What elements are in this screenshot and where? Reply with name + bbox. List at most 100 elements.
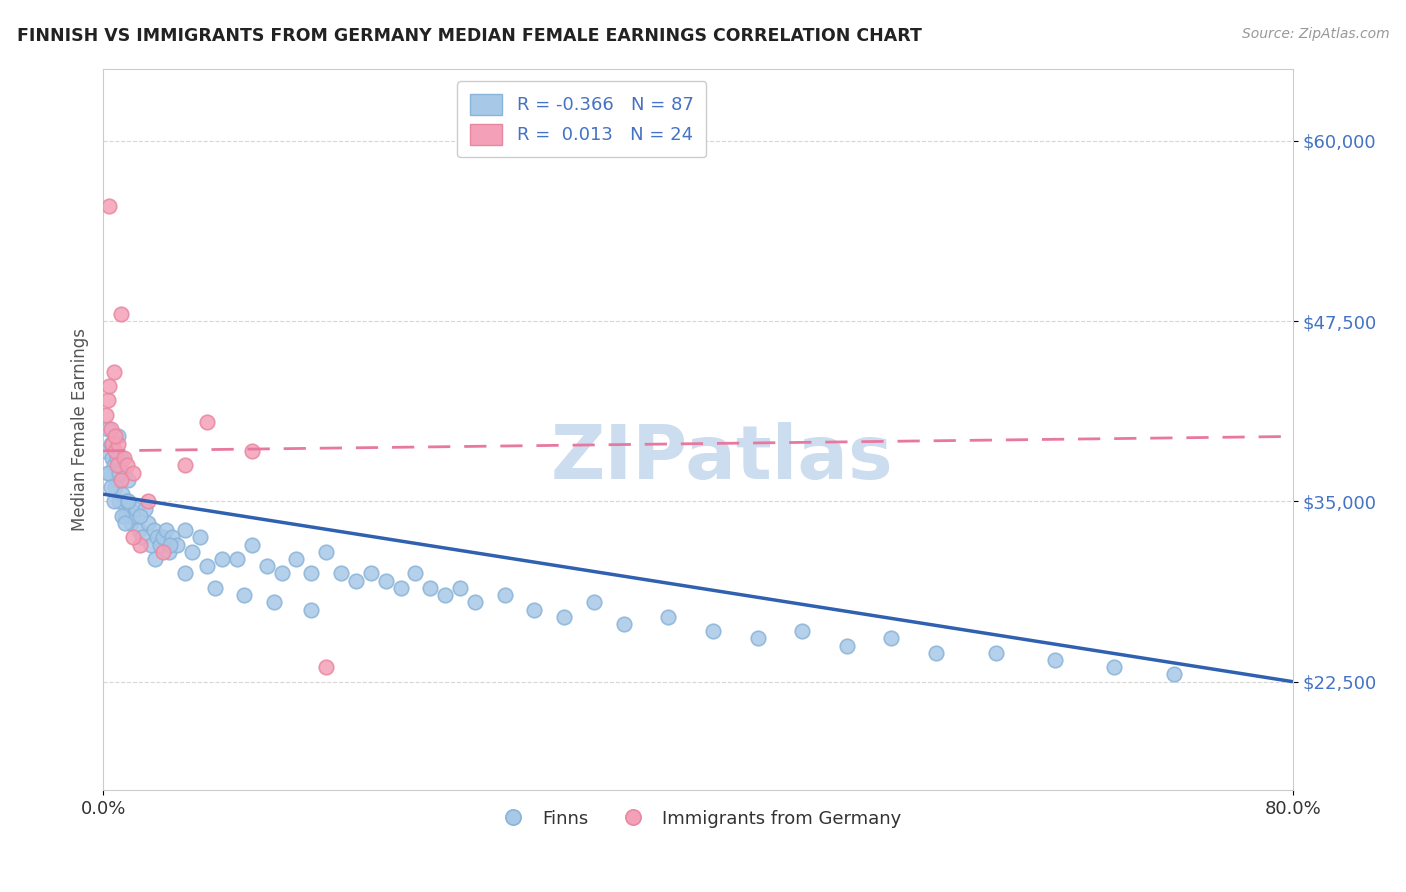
Point bbox=[98, 466, 121, 480]
Point bbox=[94, 443, 117, 458]
Point bbox=[434, 588, 457, 602]
Point bbox=[256, 559, 278, 574]
Point bbox=[149, 538, 172, 552]
Point bbox=[330, 566, 353, 581]
Point bbox=[104, 443, 127, 458]
Point bbox=[142, 523, 165, 537]
Point bbox=[263, 595, 285, 609]
Point bbox=[145, 530, 167, 544]
Point bbox=[129, 538, 152, 552]
Point bbox=[134, 501, 156, 516]
Point bbox=[105, 451, 128, 466]
Point bbox=[925, 646, 948, 660]
Point bbox=[98, 198, 121, 212]
Point bbox=[101, 451, 124, 466]
Point bbox=[315, 545, 337, 559]
Point bbox=[104, 429, 127, 443]
Point bbox=[233, 588, 256, 602]
Point bbox=[188, 530, 211, 544]
Legend: Finns, Immigrants from Germany: Finns, Immigrants from Germany bbox=[488, 803, 908, 835]
Point bbox=[181, 545, 204, 559]
Point bbox=[657, 609, 679, 624]
Point bbox=[125, 501, 148, 516]
Point bbox=[110, 307, 132, 321]
Point bbox=[419, 581, 441, 595]
Point bbox=[103, 494, 125, 508]
Point bbox=[404, 566, 426, 581]
Point bbox=[103, 364, 125, 378]
Point bbox=[174, 523, 197, 537]
Point bbox=[152, 530, 174, 544]
Point bbox=[240, 538, 263, 552]
Point bbox=[494, 588, 516, 602]
Point bbox=[360, 566, 382, 581]
Point bbox=[100, 480, 122, 494]
Point bbox=[112, 451, 135, 466]
Point bbox=[107, 429, 129, 443]
Point bbox=[1163, 667, 1185, 681]
Point bbox=[299, 602, 322, 616]
Point bbox=[94, 408, 117, 422]
Point bbox=[117, 473, 139, 487]
Point bbox=[97, 422, 120, 436]
Point bbox=[792, 624, 814, 639]
Point bbox=[299, 566, 322, 581]
Point bbox=[835, 639, 858, 653]
Point bbox=[112, 466, 135, 480]
Point bbox=[582, 595, 605, 609]
Point bbox=[195, 559, 218, 574]
Point bbox=[97, 466, 120, 480]
Point bbox=[449, 581, 471, 595]
Point bbox=[747, 632, 769, 646]
Point bbox=[204, 581, 226, 595]
Point bbox=[240, 443, 263, 458]
Point bbox=[344, 574, 367, 588]
Point bbox=[118, 501, 141, 516]
Y-axis label: Median Female Earnings: Median Female Earnings bbox=[72, 327, 89, 531]
Point bbox=[114, 516, 136, 530]
Point bbox=[226, 552, 249, 566]
Point bbox=[115, 458, 138, 473]
Point bbox=[702, 624, 724, 639]
Point bbox=[101, 436, 124, 450]
Text: FINNISH VS IMMIGRANTS FROM GERMANY MEDIAN FEMALE EARNINGS CORRELATION CHART: FINNISH VS IMMIGRANTS FROM GERMANY MEDIA… bbox=[17, 27, 922, 45]
Point bbox=[115, 494, 138, 508]
Point bbox=[389, 581, 412, 595]
Point bbox=[111, 487, 134, 501]
Point bbox=[374, 574, 396, 588]
Point bbox=[131, 530, 153, 544]
Point bbox=[120, 516, 142, 530]
Point bbox=[157, 545, 180, 559]
Point bbox=[110, 451, 132, 466]
Point bbox=[174, 458, 197, 473]
Point bbox=[155, 523, 177, 537]
Point bbox=[880, 632, 903, 646]
Point bbox=[108, 494, 131, 508]
Point bbox=[114, 508, 136, 523]
Point bbox=[100, 436, 122, 450]
Point bbox=[553, 609, 575, 624]
Point bbox=[103, 458, 125, 473]
Point bbox=[98, 379, 121, 393]
Point bbox=[1043, 653, 1066, 667]
Point bbox=[122, 530, 145, 544]
Point bbox=[108, 466, 131, 480]
Point bbox=[315, 660, 337, 674]
Point bbox=[122, 466, 145, 480]
Point bbox=[128, 523, 150, 537]
Point bbox=[270, 566, 292, 581]
Point bbox=[105, 458, 128, 473]
Point bbox=[104, 480, 127, 494]
Point bbox=[523, 602, 546, 616]
Point bbox=[160, 530, 183, 544]
Point bbox=[464, 595, 486, 609]
Point bbox=[97, 393, 120, 408]
Point bbox=[105, 473, 128, 487]
Point bbox=[117, 494, 139, 508]
Point bbox=[136, 494, 159, 508]
Point bbox=[195, 415, 218, 429]
Point bbox=[174, 566, 197, 581]
Text: ZIPatlas: ZIPatlas bbox=[551, 422, 893, 494]
Point bbox=[613, 617, 636, 632]
Point bbox=[159, 538, 181, 552]
